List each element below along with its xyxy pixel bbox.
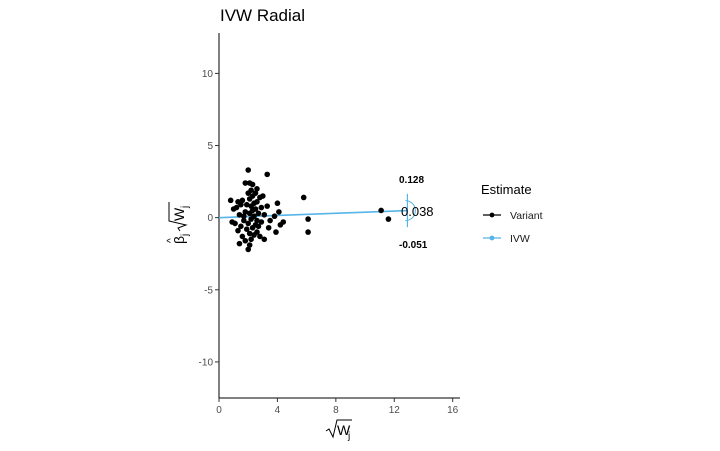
- variant-point: [260, 193, 266, 199]
- variant-point: [264, 171, 271, 178]
- legend-ivw-marker: [489, 235, 495, 241]
- variant-point: [239, 197, 246, 204]
- y-axis-label-subscript-j2: j: [180, 206, 191, 209]
- variant-point: [385, 216, 392, 222]
- legend: Estimate Variant IVW: [481, 182, 543, 245]
- variant-point: [254, 217, 260, 224]
- chart-title: IVW Radial: [220, 6, 305, 25]
- x-tick-label: 16: [447, 405, 459, 416]
- legend-title: Estimate: [481, 182, 532, 197]
- sqrt-symbol-y: [168, 202, 188, 232]
- variant-point: [300, 194, 307, 201]
- variant-point: [252, 190, 259, 196]
- x-tick-label: 8: [333, 405, 339, 416]
- variant-point: [305, 229, 311, 235]
- variant-point: [227, 197, 234, 204]
- variant-point: [252, 206, 259, 212]
- variant-point: [249, 181, 256, 188]
- variant-point: [246, 242, 253, 248]
- variant-point: [233, 204, 240, 211]
- legend-variant-label: Variant: [510, 210, 543, 222]
- variant-point: [236, 240, 243, 247]
- variant-point: [241, 213, 247, 220]
- variant-point: [239, 233, 246, 240]
- variant-point: [257, 233, 263, 240]
- x-tick-label: 12: [389, 405, 401, 416]
- upper-ci-label: 0.128: [399, 175, 424, 186]
- variant-point: [242, 180, 249, 186]
- x-tick-label: 4: [275, 405, 281, 416]
- variant-point: [258, 219, 265, 225]
- variant-point: [274, 200, 281, 207]
- variant-points: [227, 167, 392, 253]
- variant-point: [248, 236, 254, 243]
- variant-point: [248, 187, 254, 194]
- ivw-ci-arc: [405, 200, 416, 222]
- lower-ci-label: -0.051: [399, 240, 428, 251]
- ivw-estimate-label: 0.038: [401, 204, 434, 219]
- variant-point: [242, 237, 249, 244]
- y-tick-label: -5: [204, 285, 213, 296]
- ivw-annotations: 0.128 0.038 -0.051: [399, 175, 434, 251]
- variant-point: [261, 211, 268, 218]
- variant-point: [258, 204, 265, 211]
- x-axis-label: W j: [325, 419, 352, 442]
- variant-point: [242, 209, 249, 215]
- variant-point: [245, 246, 252, 253]
- variant-point: [243, 226, 250, 233]
- variant-point: [236, 211, 243, 218]
- y-axis-label-subscript-j: j: [180, 234, 191, 237]
- variant-point: [265, 224, 272, 231]
- legend-variant-marker: [489, 212, 495, 218]
- x-tick-label: 0: [216, 405, 222, 416]
- legend-ivw-label: IVW: [510, 233, 530, 245]
- variant-point: [238, 201, 244, 208]
- variant-point: [276, 209, 282, 215]
- y-tick-label: 0: [207, 213, 213, 224]
- y-tick-label: 10: [202, 69, 214, 80]
- x-axis-label-subscript: j: [347, 431, 350, 442]
- y-axis-label: β ^ j W j: [166, 202, 191, 244]
- variant-point: [245, 167, 252, 173]
- y-axis-label-hat: ^: [166, 238, 177, 243]
- variant-point: [254, 229, 260, 235]
- variant-point: [254, 186, 260, 192]
- y-axis-label-beta: β: [171, 236, 187, 244]
- axis-ticks: 0 4 8 12 16 -10 -5 0 5 10: [199, 69, 459, 416]
- variant-point: [235, 227, 241, 234]
- variant-point: [246, 230, 253, 237]
- variant-point: [241, 217, 247, 224]
- variant-point: [264, 203, 271, 209]
- variant-point: [261, 236, 268, 243]
- sqrt-symbol-x: [325, 419, 352, 439]
- variant-point: [305, 216, 311, 222]
- y-axis-label-w: W: [171, 207, 187, 221]
- y-tick-label: 5: [207, 141, 213, 152]
- variant-point: [273, 229, 279, 235]
- x-axis-label-w: W: [337, 422, 351, 438]
- variant-point: [251, 213, 257, 220]
- variant-point: [254, 198, 260, 205]
- variant-point: [243, 201, 250, 208]
- variant-point: [280, 219, 287, 225]
- y-tick-label: -10: [199, 357, 214, 368]
- variant-point: [238, 223, 244, 230]
- variant-point: [378, 207, 384, 214]
- variant-point: [255, 223, 262, 230]
- variant-point: [271, 213, 278, 220]
- variant-point: [267, 217, 273, 224]
- variant-point: [232, 220, 238, 227]
- variant-point: [255, 210, 262, 217]
- variant-point: [245, 220, 252, 227]
